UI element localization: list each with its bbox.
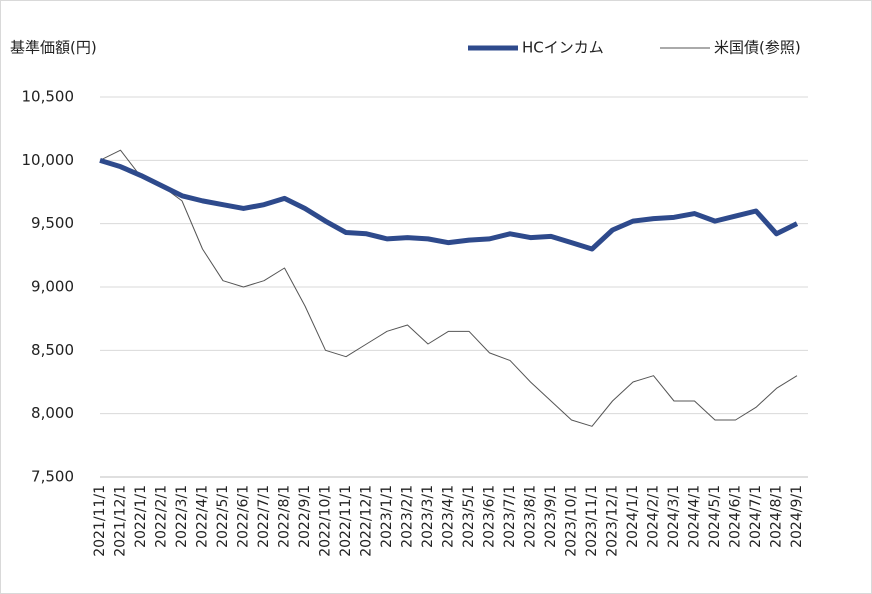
x-tick-label: 2024/6/1	[728, 485, 744, 548]
x-tick-label: 2022/11/1	[338, 485, 354, 557]
x-tick-label: 2023/5/1	[461, 485, 477, 548]
data-line	[99, 157, 799, 252]
y-tick-label: 7,500	[31, 468, 74, 486]
x-tick-label: 2024/9/1	[789, 485, 805, 548]
legend-label: 米国債(参照)	[714, 39, 801, 57]
y-tick-label: 8,500	[31, 341, 74, 359]
x-tick-label: 2023/1/1	[379, 485, 395, 548]
x-tick-label: 2024/5/1	[707, 485, 723, 548]
x-tick-label: 2022/9/1	[297, 485, 313, 548]
x-tick-label: 2024/8/1	[769, 485, 785, 548]
x-tick-label: 2023/2/1	[400, 485, 416, 548]
x-tick-label: 2024/1/1	[625, 485, 641, 548]
x-tick-label: 2022/2/1	[154, 485, 170, 548]
data-line	[99, 149, 798, 427]
x-tick-label: 2023/4/1	[441, 485, 457, 548]
x-tick-label: 2023/10/1	[564, 485, 580, 557]
x-tick-label: 2024/7/1	[748, 485, 764, 548]
x-tick-label: 2024/3/1	[666, 485, 682, 548]
x-tick-label: 2023/3/1	[420, 485, 436, 548]
x-tick-label: 2023/7/1	[502, 485, 518, 548]
x-tick-label: 2022/12/1	[359, 485, 375, 557]
y-tick-label: 10,000	[22, 151, 75, 169]
x-tick-label: 2024/4/1	[687, 485, 703, 548]
x-tick-label: 2023/9/1	[543, 485, 559, 548]
y-tick-label: 8,000	[31, 404, 74, 422]
x-tick-label: 2023/11/1	[584, 485, 600, 557]
x-tick-label: 2021/12/1	[113, 485, 129, 557]
y-tick-label: 9,000	[31, 278, 74, 296]
x-tick-label: 2023/12/1	[605, 485, 621, 557]
x-tick-label: 2022/8/1	[277, 485, 293, 548]
y-tick-label: 10,500	[22, 88, 75, 106]
x-tick-label: 2023/6/1	[482, 485, 498, 548]
x-tick-label: 2024/2/1	[646, 485, 662, 548]
x-tick-label: 2022/1/1	[133, 485, 149, 548]
y-tick-label: 9,500	[31, 214, 74, 232]
y-axis-label: 基準価額(円)	[10, 39, 97, 57]
x-tick-label: 2022/4/1	[195, 485, 211, 548]
x-tick-label: 2022/7/1	[256, 485, 272, 548]
x-tick-label: 2022/3/1	[174, 485, 190, 548]
x-tick-label: 2021/11/1	[92, 485, 108, 557]
x-tick-label: 2022/10/1	[318, 485, 334, 557]
x-tick-label: 2022/5/1	[215, 485, 231, 548]
legend-label: HCインカム	[522, 39, 604, 57]
x-tick-label: 2023/8/1	[523, 485, 539, 548]
x-tick-label: 2022/6/1	[236, 485, 252, 548]
